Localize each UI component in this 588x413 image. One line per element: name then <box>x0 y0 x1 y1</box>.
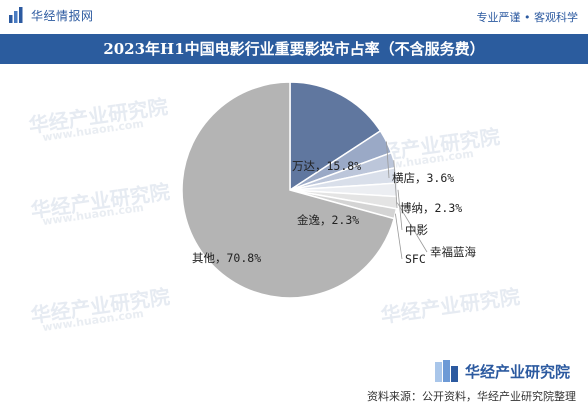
brand-name: 华经情报网 <box>31 8 94 23</box>
header-slogan: 专业严谨 • 客观科学 <box>476 11 578 24</box>
pie-slice-万达 <box>289 81 382 192</box>
slice-label: 金逸，2.3% <box>297 213 359 227</box>
slice-label: 幸福蓝海 <box>430 245 476 259</box>
brand-logo-icon <box>9 7 23 23</box>
chart-title: 2023年H1中国电影行业重要影投市占率（不含服务费） <box>103 40 485 58</box>
slice-label: 中影 <box>405 223 428 237</box>
footer-logo-icon <box>434 360 458 382</box>
page-header: 华经情报网 专业严谨 • 客观科学 <box>0 0 588 30</box>
slice-label: 其他，70.8% <box>192 251 261 265</box>
leader-lines <box>386 141 428 260</box>
slice-label: 横店，3.6% <box>392 171 454 185</box>
pie-slices <box>181 81 399 299</box>
leader-line <box>393 160 398 209</box>
leader-line <box>386 141 390 179</box>
slice-label: SFC <box>405 252 426 266</box>
pie-slice-其他 <box>181 81 396 299</box>
slice-label: 万达，15.8% <box>292 159 361 173</box>
brand: 华经情报网 <box>8 6 94 24</box>
leader-line <box>397 189 403 231</box>
slice-label: 博纳，2.3% <box>400 201 462 215</box>
footer-logo: 华经产业研究院 <box>434 360 570 382</box>
leader-line <box>395 213 403 260</box>
title-bar: 2023年H1中国电影行业重要影投市占率（不含服务费） <box>0 34 588 64</box>
leader-line <box>396 202 428 253</box>
source-note: 资料来源：公开资料，华经产业研究院整理 <box>367 390 576 403</box>
footer-logo-text: 华经产业研究院 <box>464 362 570 381</box>
